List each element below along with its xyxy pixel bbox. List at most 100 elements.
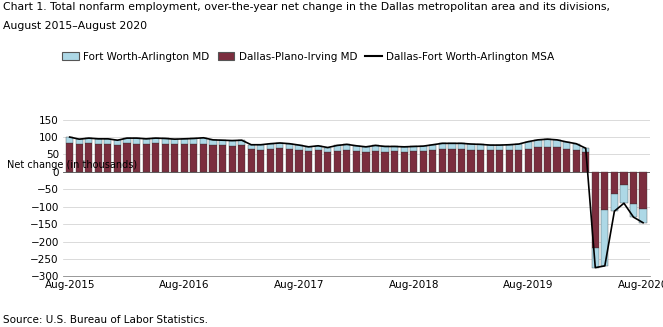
Bar — [181, 139, 188, 145]
Bar — [95, 139, 102, 145]
Bar — [591, 248, 599, 267]
Bar — [573, 144, 579, 150]
Bar — [219, 145, 226, 172]
Bar — [66, 143, 73, 172]
Bar — [363, 152, 369, 172]
Bar — [534, 140, 542, 147]
Bar — [525, 142, 532, 148]
Bar — [314, 150, 322, 172]
Bar — [381, 152, 389, 172]
Bar — [257, 150, 265, 172]
Bar — [104, 139, 111, 144]
Bar — [601, 172, 609, 210]
Bar — [257, 145, 265, 150]
Bar — [219, 140, 226, 145]
Bar — [420, 151, 427, 172]
Bar — [324, 152, 332, 172]
Bar — [477, 145, 484, 150]
Bar — [467, 150, 475, 172]
Bar — [515, 150, 522, 172]
Bar — [448, 149, 455, 172]
Bar — [343, 150, 350, 172]
Bar — [248, 149, 255, 172]
Bar — [114, 140, 121, 145]
Bar — [611, 172, 618, 194]
Bar — [210, 146, 217, 172]
Bar — [66, 137, 73, 143]
Bar — [496, 145, 503, 150]
Bar — [238, 146, 245, 172]
Text: Chart 1. Total nonfarm employment, over-the-year net change in the Dallas metrop: Chart 1. Total nonfarm employment, over-… — [3, 2, 611, 12]
Bar — [305, 151, 312, 172]
Bar — [439, 143, 446, 149]
Bar — [621, 185, 627, 203]
Bar — [229, 141, 236, 146]
Bar — [410, 146, 417, 151]
Bar — [171, 145, 178, 172]
Bar — [200, 138, 207, 144]
Bar — [420, 146, 427, 151]
Bar — [611, 194, 618, 211]
Bar — [563, 142, 570, 148]
Bar — [314, 146, 322, 150]
Bar — [439, 149, 446, 172]
Legend: Fort Worth-Arlington MD, Dallas-Plano-Irving MD, Dallas-Fort Worth-Arlington MSA: Fort Worth-Arlington MD, Dallas-Plano-Ir… — [62, 52, 554, 62]
Bar — [448, 143, 455, 149]
Bar — [123, 138, 131, 143]
Bar — [400, 152, 408, 172]
Bar — [554, 140, 561, 147]
Bar — [76, 144, 83, 172]
Bar — [554, 147, 561, 172]
Bar — [353, 146, 360, 151]
Bar — [487, 150, 494, 172]
Bar — [162, 138, 169, 144]
Bar — [171, 139, 178, 145]
Bar — [630, 204, 637, 217]
Bar — [563, 148, 570, 172]
Bar — [248, 145, 255, 149]
Bar — [229, 146, 236, 172]
Bar — [544, 147, 551, 172]
Bar — [391, 146, 398, 151]
Bar — [76, 139, 83, 144]
Bar — [114, 145, 121, 172]
Bar — [152, 138, 159, 143]
Bar — [152, 143, 159, 172]
Bar — [276, 148, 284, 172]
Bar — [621, 172, 627, 185]
Bar — [86, 138, 92, 143]
Bar — [630, 172, 637, 204]
Bar — [210, 140, 217, 146]
Bar — [276, 143, 284, 148]
Bar — [95, 145, 102, 172]
Bar — [286, 148, 293, 172]
Bar — [86, 143, 92, 172]
Bar — [573, 150, 579, 172]
Bar — [133, 138, 140, 144]
Bar — [601, 210, 609, 266]
Bar — [458, 143, 465, 149]
Bar — [372, 151, 379, 172]
Bar — [640, 210, 646, 223]
Bar — [458, 149, 465, 172]
Bar — [363, 147, 369, 152]
Bar — [640, 172, 646, 210]
Bar — [372, 146, 379, 151]
Bar — [238, 140, 245, 146]
Bar — [104, 144, 111, 172]
Bar — [582, 148, 589, 152]
Bar — [477, 150, 484, 172]
Bar — [525, 148, 532, 172]
Bar — [333, 146, 341, 151]
Bar — [496, 150, 503, 172]
Bar — [143, 139, 150, 144]
Bar — [296, 150, 302, 172]
Bar — [267, 144, 274, 149]
Bar — [296, 145, 302, 150]
Bar — [582, 152, 589, 172]
Bar — [410, 151, 417, 172]
Bar — [506, 145, 513, 150]
Text: Net change (in thousands): Net change (in thousands) — [7, 160, 137, 170]
Bar — [467, 144, 475, 150]
Text: August 2015–August 2020: August 2015–August 2020 — [3, 21, 147, 31]
